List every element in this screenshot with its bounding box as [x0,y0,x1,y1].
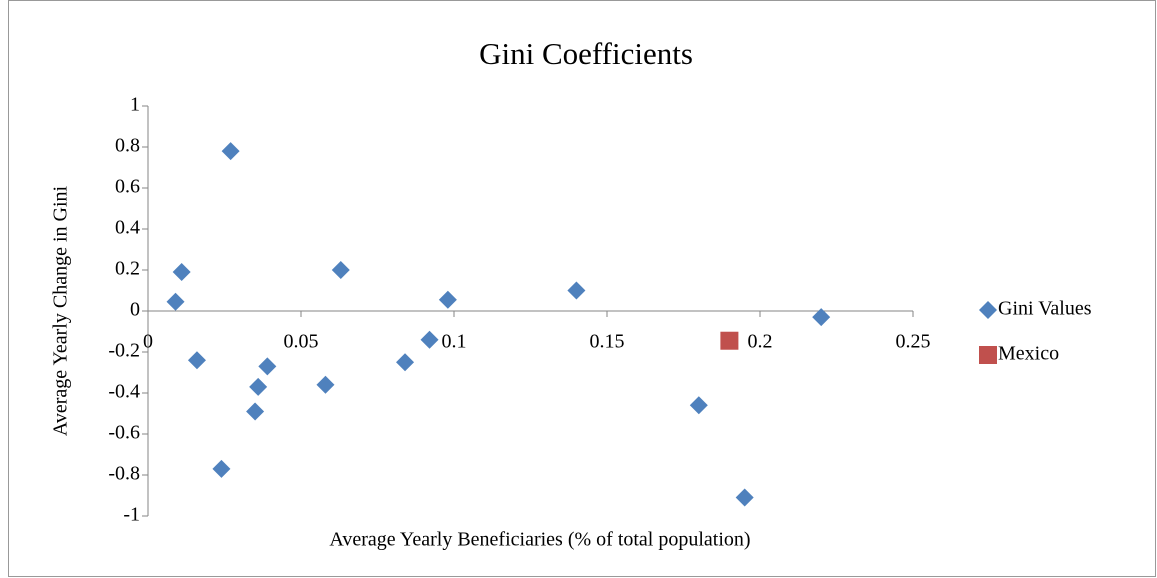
point [258,357,277,376]
point [172,263,191,282]
legend-marker [979,301,997,319]
point [720,331,739,350]
x-axis-label: Average Yearly Beneficiaries (% of total… [329,529,750,551]
y-tick-label: -0.2 [108,340,140,362]
point [187,351,206,370]
point [567,281,586,300]
y-tick-label: 1 [130,94,140,116]
chart-title: Gini Coefficients [479,36,693,71]
y-axis-label: Average Yearly Change in Gini [50,186,72,437]
point [438,290,457,309]
x-tick-label: 0.05 [284,331,319,353]
x-tick-label: 0.2 [748,331,773,353]
legend-marker [979,346,997,364]
y-tick-label: 0.2 [115,258,140,280]
point [331,261,350,279]
point [420,330,439,349]
legend-label: Mexico [998,343,1059,365]
y-tick-label: 0 [130,299,140,321]
point [689,396,708,415]
y-tick-label: 0.8 [115,135,140,157]
point [812,308,831,327]
x-tick-label: 0.25 [896,331,931,353]
y-tick-label: 0.6 [115,176,140,198]
legend-label: Gini Values [998,298,1092,320]
point [396,353,415,372]
x-tick-label: 0 [143,331,153,353]
point [246,402,265,421]
point [249,377,268,396]
x-tick-label: 0.1 [442,331,467,353]
point [166,292,185,311]
point [212,459,231,478]
point [735,488,754,507]
y-tick-label: -0.6 [108,422,140,444]
point [221,142,240,161]
y-tick-label: -1 [123,504,140,526]
y-tick-label: -0.4 [108,381,140,403]
y-tick-label: 0.4 [115,217,140,239]
point [316,375,335,394]
y-tick-label: -0.8 [108,463,140,485]
x-tick-label: 0.15 [590,331,625,353]
